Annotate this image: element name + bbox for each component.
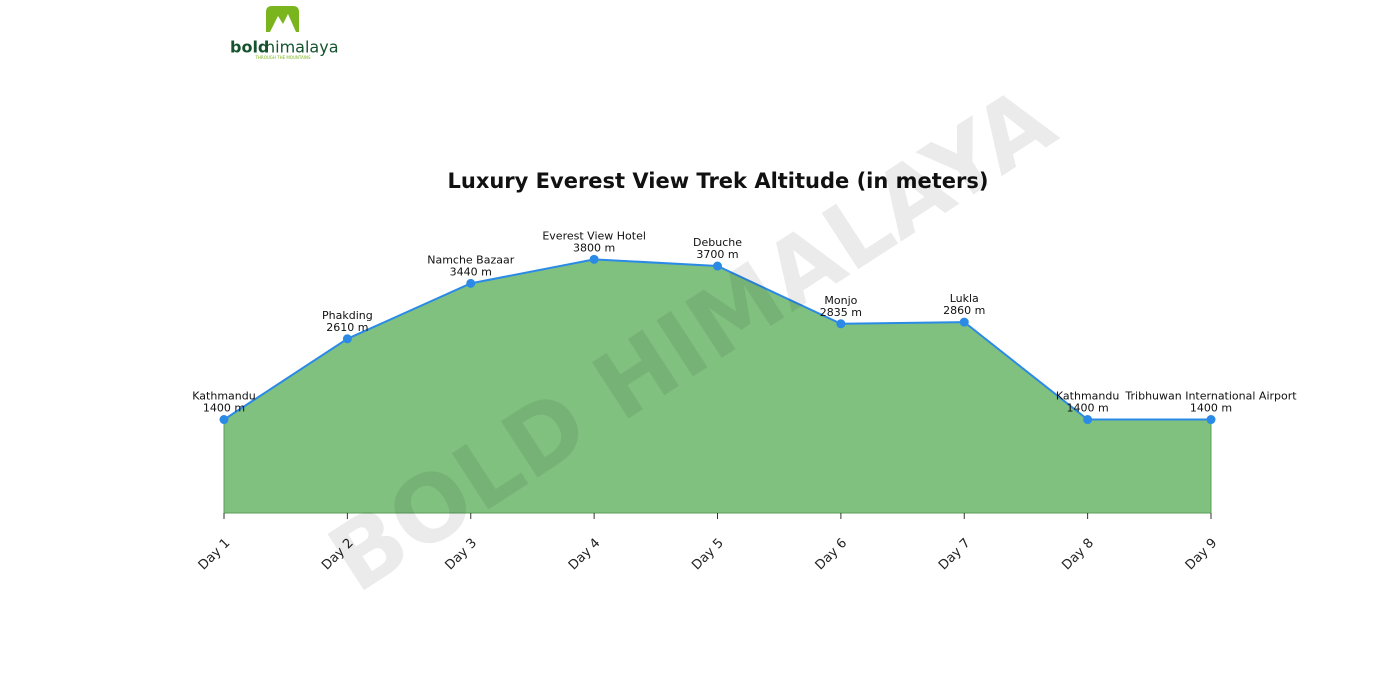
point bbox=[1083, 415, 1093, 425]
value-label: 3440 m bbox=[450, 265, 492, 278]
logo-rest: himalaya bbox=[265, 38, 339, 57]
point bbox=[589, 254, 599, 264]
point bbox=[1206, 415, 1216, 425]
point bbox=[219, 415, 229, 425]
logo: bold himalaya THROUGH THE MOUNTAINS bbox=[230, 6, 339, 60]
value-label: 1400 m bbox=[1190, 402, 1232, 415]
value-label: 2860 m bbox=[943, 304, 985, 317]
point-label: Phakding bbox=[322, 309, 373, 322]
point-label: Everest View Hotel bbox=[542, 229, 646, 242]
x-tick-label: Day 1 bbox=[196, 536, 234, 574]
point bbox=[342, 334, 352, 344]
point bbox=[713, 261, 722, 271]
point bbox=[836, 319, 846, 329]
x-tick-label: Day 8 bbox=[1059, 536, 1097, 574]
value-label: 2610 m bbox=[326, 321, 368, 334]
x-tick-label: Day 7 bbox=[936, 536, 974, 574]
logo-tagline: THROUGH THE MOUNTAINS bbox=[254, 55, 310, 60]
chart-title: Luxury Everest View Trek Altitude (in me… bbox=[447, 169, 988, 193]
logo-mountain bbox=[270, 14, 296, 32]
value-label: 3800 m bbox=[573, 241, 615, 254]
point-label: Kathmandu bbox=[1056, 390, 1119, 403]
point-label: Namche Bazaar bbox=[427, 253, 515, 266]
value-label: 2835 m bbox=[820, 306, 862, 319]
point-label: Debuche bbox=[693, 236, 742, 249]
value-label: 3700 m bbox=[696, 248, 738, 261]
x-tick-label: Day 5 bbox=[689, 536, 727, 574]
point-label: Kathmandu bbox=[192, 390, 255, 403]
x-tick-label: Day 9 bbox=[1183, 536, 1221, 574]
x-tick-label: Day 4 bbox=[566, 536, 604, 574]
value-label: 1400 m bbox=[203, 402, 245, 415]
point-label: Monjo bbox=[824, 294, 857, 307]
point-label: Lukla bbox=[950, 292, 979, 305]
value-label: 1400 m bbox=[1067, 402, 1109, 415]
x-tick-label: Day 6 bbox=[813, 536, 851, 574]
point bbox=[466, 278, 476, 288]
point bbox=[959, 317, 969, 327]
logo-bold: bold bbox=[230, 38, 269, 57]
point-label: Tribhuwan International Airport bbox=[1124, 390, 1297, 403]
